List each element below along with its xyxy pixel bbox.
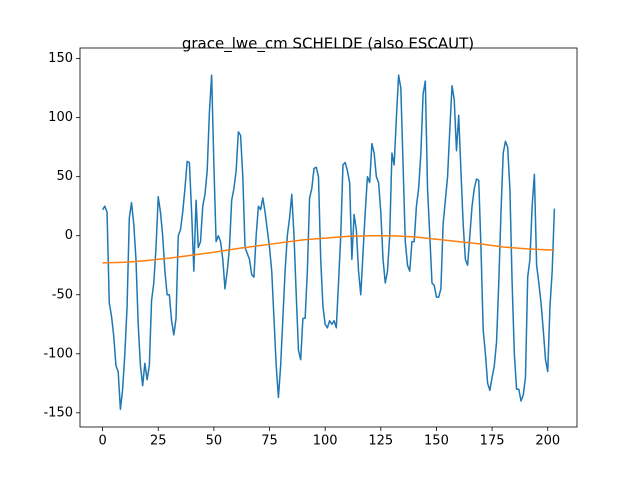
x-tick-label: 150 (424, 434, 449, 449)
y-tick-label: 100 (48, 110, 73, 125)
x-tick-label: 75 (261, 434, 278, 449)
y-tick-label: -150 (43, 405, 73, 420)
x-tick-label: 50 (206, 434, 223, 449)
x-tick-label: 200 (535, 434, 560, 449)
x-tick-label: 125 (368, 434, 393, 449)
y-tick-label: -100 (43, 346, 73, 361)
x-tick-label: 175 (480, 434, 505, 449)
y-tick-label: 0 (65, 228, 73, 243)
line (101, 74, 556, 411)
x-tick-label: 25 (150, 434, 167, 449)
y-tick-label: 150 (48, 51, 73, 66)
x-tick-label: 100 (313, 434, 338, 449)
line (102, 234, 555, 264)
x-tick-label: 0 (98, 434, 106, 449)
chart-title: grace_lwe_cm SCHELDE (also ESCAUT) (182, 35, 474, 54)
plot-frame (79, 47, 578, 428)
y-tick-label: -50 (52, 287, 73, 302)
y-tick-label: 50 (56, 169, 73, 184)
